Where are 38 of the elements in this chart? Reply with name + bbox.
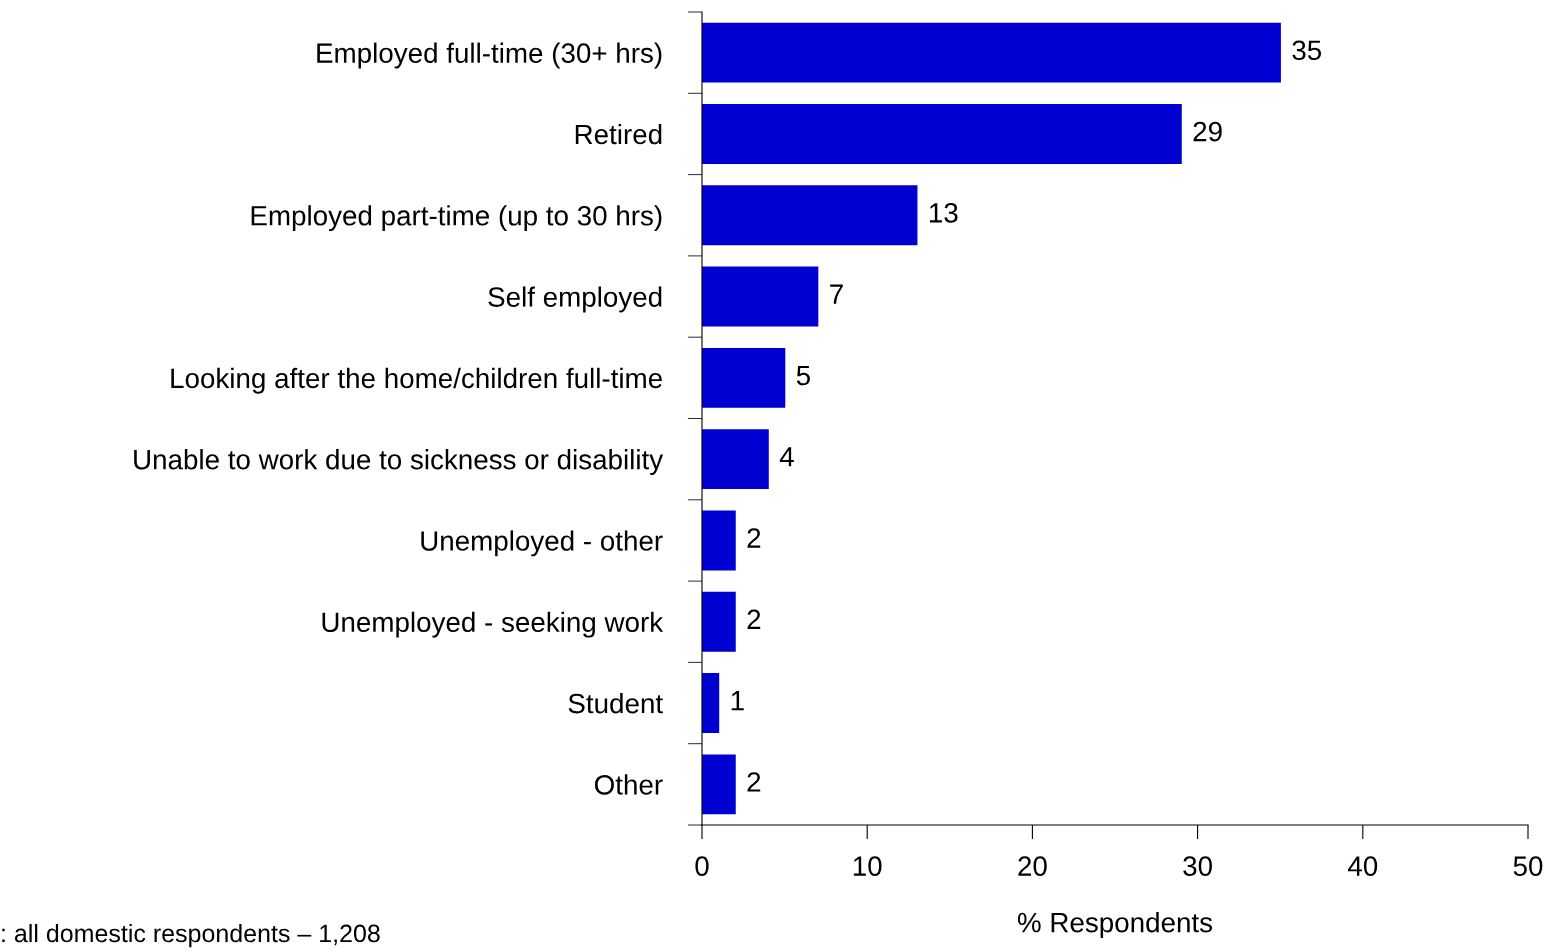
y-tick-label: Self employed: [488, 286, 662, 313]
data-label: 35: [1292, 40, 1322, 61]
bar: [702, 591, 736, 652]
y-tick-label: Other: [594, 774, 663, 795]
bar: [702, 673, 720, 734]
y-tick-label: Student: [568, 692, 663, 714]
x-tick-label: 20: [1018, 856, 1047, 876]
bar: [702, 266, 819, 327]
data-label: 2: [747, 528, 761, 548]
data-label: 2: [747, 772, 761, 792]
y-tick-label: Looking after the home/children full-time: [171, 367, 662, 394]
y-tick-label: Employed full-time (30+ hrs): [317, 42, 662, 69]
bar: [702, 22, 1281, 83]
data-label: 13: [929, 203, 958, 223]
bar: [702, 347, 786, 408]
text: : all domestic respondents – 1,208: [2, 923, 380, 948]
data-label: 5: [796, 365, 810, 386]
data-label: 29: [1193, 121, 1222, 142]
bar: [702, 185, 918, 246]
data-label: 7: [830, 284, 843, 304]
y-tick-label: Unemployed - other: [421, 530, 663, 557]
y-tick-label: Unemployed - seeking work: [322, 611, 664, 638]
bar: [702, 429, 769, 490]
x-tick-label: 10: [853, 856, 882, 876]
x-tick-label: 30: [1183, 856, 1212, 876]
data-label: 2: [747, 609, 761, 629]
bar: [702, 510, 736, 571]
x-tick-label: 40: [1347, 856, 1378, 876]
y-tick-label: Retired: [575, 123, 662, 145]
y-tick-label: Employed part-time (up to 30 hrs): [251, 205, 662, 232]
y-tick-label: Unable to work due to sickness or disability: [134, 449, 664, 475]
data-label: 1: [731, 691, 744, 711]
x-tick-label: 50: [1513, 856, 1543, 876]
bar: [702, 754, 736, 815]
x-tick-label: 0: [695, 856, 709, 876]
bar: [702, 103, 1182, 164]
data-label: 4: [779, 447, 794, 467]
x-axis-title: % Respondents: [1017, 912, 1213, 938]
